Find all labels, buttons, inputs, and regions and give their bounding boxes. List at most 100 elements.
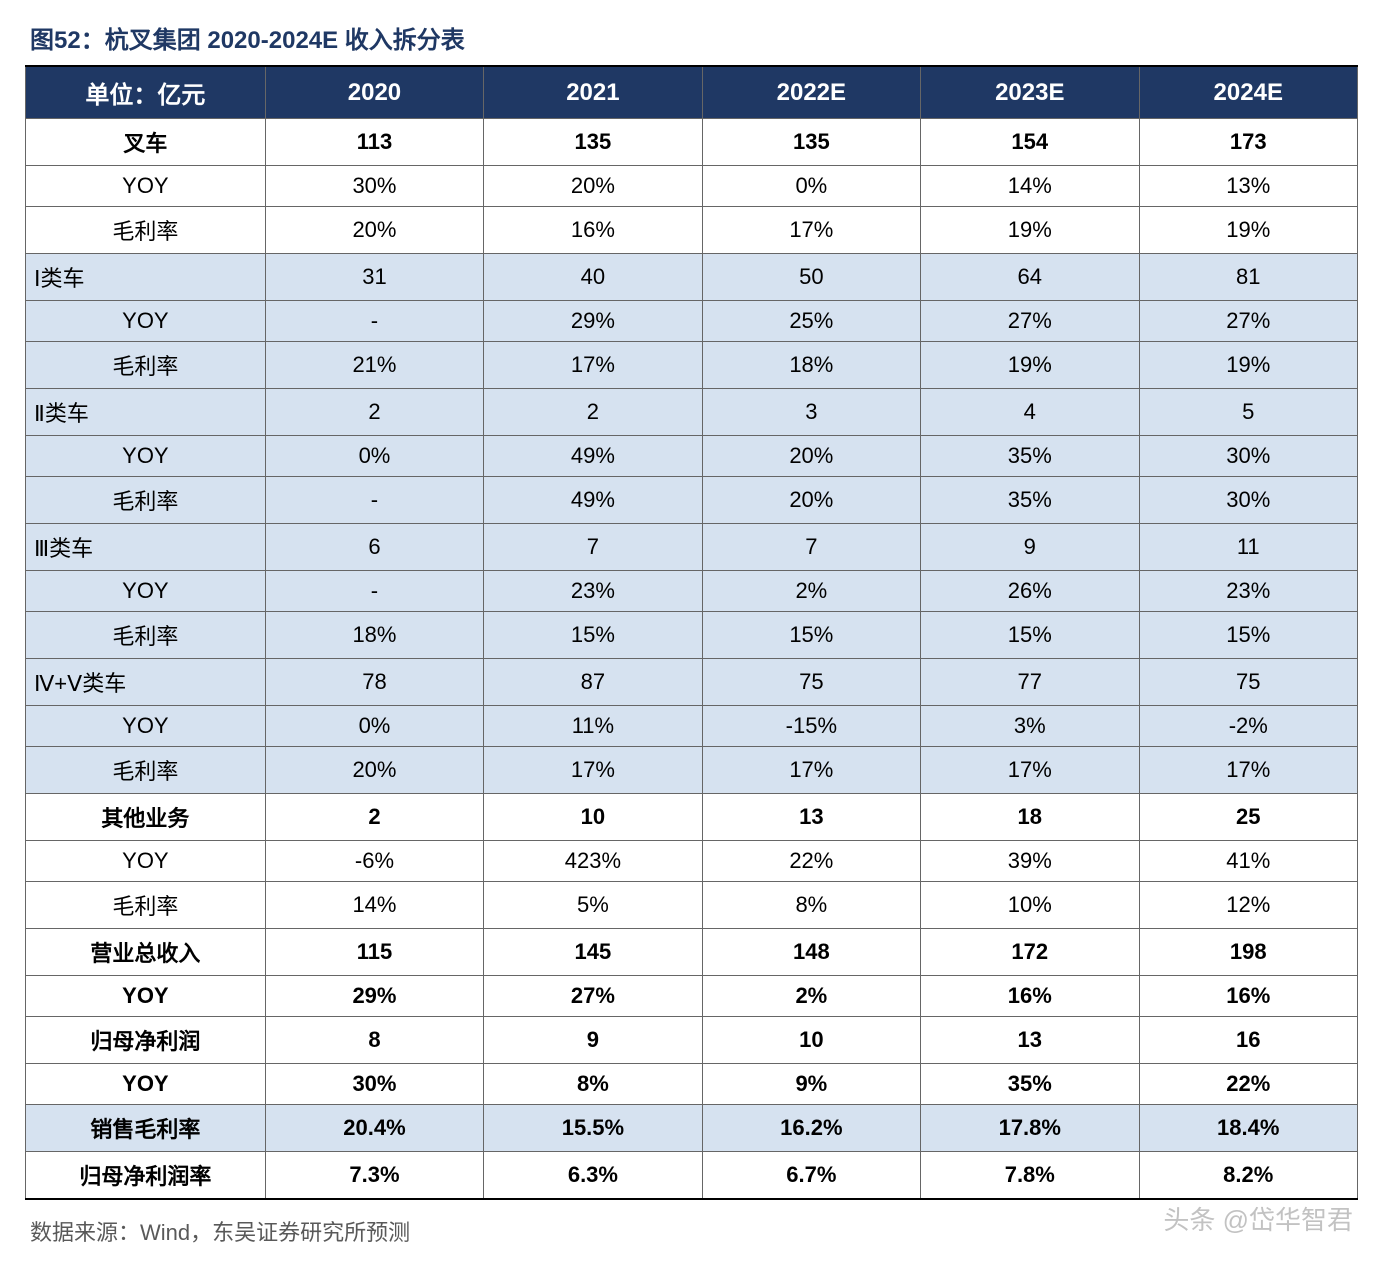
row-label: 毛利率 bbox=[26, 342, 266, 389]
row-label: 毛利率 bbox=[26, 207, 266, 254]
cell: 35% bbox=[921, 477, 1139, 524]
cell: 154 bbox=[921, 119, 1139, 166]
cell: 198 bbox=[1139, 929, 1358, 976]
cell: 49% bbox=[484, 477, 702, 524]
cell: 15% bbox=[702, 612, 920, 659]
cell: -6% bbox=[265, 841, 483, 882]
cell: 31 bbox=[265, 254, 483, 301]
cell: 19% bbox=[921, 342, 1139, 389]
cell: 22% bbox=[702, 841, 920, 882]
cell: 3% bbox=[921, 706, 1139, 747]
cell: 19% bbox=[1139, 207, 1358, 254]
row-label: 销售毛利率 bbox=[26, 1105, 266, 1152]
cell: 64 bbox=[921, 254, 1139, 301]
row-label: YOY bbox=[26, 706, 266, 747]
cell: 423% bbox=[484, 841, 702, 882]
table-row: Ⅱ类车22345 bbox=[26, 389, 1358, 436]
table-row: Ⅰ类车3140506481 bbox=[26, 254, 1358, 301]
cell: 113 bbox=[265, 119, 483, 166]
cell: 87 bbox=[484, 659, 702, 706]
cell: 6.3% bbox=[484, 1152, 702, 1200]
cell: 18% bbox=[702, 342, 920, 389]
cell: 13% bbox=[1139, 166, 1358, 207]
cell: 9 bbox=[484, 1017, 702, 1064]
cell: 10% bbox=[921, 882, 1139, 929]
cell: 20% bbox=[702, 477, 920, 524]
cell: 78 bbox=[265, 659, 483, 706]
row-label: YOY bbox=[26, 436, 266, 477]
cell: 13 bbox=[921, 1017, 1139, 1064]
cell: 20.4% bbox=[265, 1105, 483, 1152]
cell: 6 bbox=[265, 524, 483, 571]
row-label: YOY bbox=[26, 841, 266, 882]
cell: 40 bbox=[484, 254, 702, 301]
cell: 5% bbox=[484, 882, 702, 929]
table-row: 毛利率14%5%8%10%12% bbox=[26, 882, 1358, 929]
table-row: 归母净利润率7.3%6.3%6.7%7.8%8.2% bbox=[26, 1152, 1358, 1200]
cell: 17% bbox=[702, 207, 920, 254]
cell: 10 bbox=[484, 794, 702, 841]
cell: 4 bbox=[921, 389, 1139, 436]
col-header-2021: 2021 bbox=[484, 66, 702, 119]
table-row: 毛利率18%15%15%15%15% bbox=[26, 612, 1358, 659]
row-label: YOY bbox=[26, 166, 266, 207]
cell: 23% bbox=[1139, 571, 1358, 612]
cell: 30% bbox=[1139, 477, 1358, 524]
cell: 41% bbox=[1139, 841, 1358, 882]
cell: 16% bbox=[1139, 976, 1358, 1017]
table-row: YOY-6%423%22%39%41% bbox=[26, 841, 1358, 882]
cell: 0% bbox=[265, 436, 483, 477]
cell: 81 bbox=[1139, 254, 1358, 301]
table-row: 其他业务210131825 bbox=[26, 794, 1358, 841]
table-row: YOY0%11%-15%3%-2% bbox=[26, 706, 1358, 747]
row-label: 毛利率 bbox=[26, 747, 266, 794]
cell: 145 bbox=[484, 929, 702, 976]
cell: 27% bbox=[1139, 301, 1358, 342]
revenue-breakdown-table: 单位：亿元 2020 2021 2022E 2023E 2024E 叉车1131… bbox=[25, 65, 1358, 1200]
table-row: YOY-23%2%26%23% bbox=[26, 571, 1358, 612]
cell: 27% bbox=[484, 976, 702, 1017]
row-label: 叉车 bbox=[26, 119, 266, 166]
cell: - bbox=[265, 477, 483, 524]
cell: 75 bbox=[702, 659, 920, 706]
cell: 15.5% bbox=[484, 1105, 702, 1152]
cell: 19% bbox=[921, 207, 1139, 254]
row-label: 毛利率 bbox=[26, 612, 266, 659]
cell: 49% bbox=[484, 436, 702, 477]
cell: 17% bbox=[484, 747, 702, 794]
row-label: 毛利率 bbox=[26, 882, 266, 929]
col-header-2023e: 2023E bbox=[921, 66, 1139, 119]
row-label: 营业总收入 bbox=[26, 929, 266, 976]
cell: 5 bbox=[1139, 389, 1358, 436]
cell: 26% bbox=[921, 571, 1139, 612]
cell: 2% bbox=[702, 976, 920, 1017]
table-row: 毛利率21%17%18%19%19% bbox=[26, 342, 1358, 389]
cell: 6.7% bbox=[702, 1152, 920, 1200]
cell: 15% bbox=[484, 612, 702, 659]
cell: 7 bbox=[702, 524, 920, 571]
table-row: Ⅲ类车677911 bbox=[26, 524, 1358, 571]
cell: 7 bbox=[484, 524, 702, 571]
cell: 7.8% bbox=[921, 1152, 1139, 1200]
cell: 8% bbox=[484, 1064, 702, 1105]
cell: 135 bbox=[484, 119, 702, 166]
cell: 17% bbox=[702, 747, 920, 794]
cell: 50 bbox=[702, 254, 920, 301]
cell: 17% bbox=[921, 747, 1139, 794]
cell: 19% bbox=[1139, 342, 1358, 389]
cell: 77 bbox=[921, 659, 1139, 706]
table-row: YOY29%27%2%16%16% bbox=[26, 976, 1358, 1017]
cell: 0% bbox=[702, 166, 920, 207]
cell: 14% bbox=[265, 882, 483, 929]
cell: 18% bbox=[265, 612, 483, 659]
cell: 25% bbox=[702, 301, 920, 342]
cell: 17.8% bbox=[921, 1105, 1139, 1152]
cell: 148 bbox=[702, 929, 920, 976]
row-label: 归母净利润 bbox=[26, 1017, 266, 1064]
table-row: 归母净利润89101316 bbox=[26, 1017, 1358, 1064]
figure-title: 图52：杭叉集团 2020-2024E 收入拆分表 bbox=[25, 20, 1358, 55]
cell: 0% bbox=[265, 706, 483, 747]
table-row: 叉车113135135154173 bbox=[26, 119, 1358, 166]
row-label: 归母净利润率 bbox=[26, 1152, 266, 1200]
row-label: Ⅰ类车 bbox=[26, 254, 266, 301]
